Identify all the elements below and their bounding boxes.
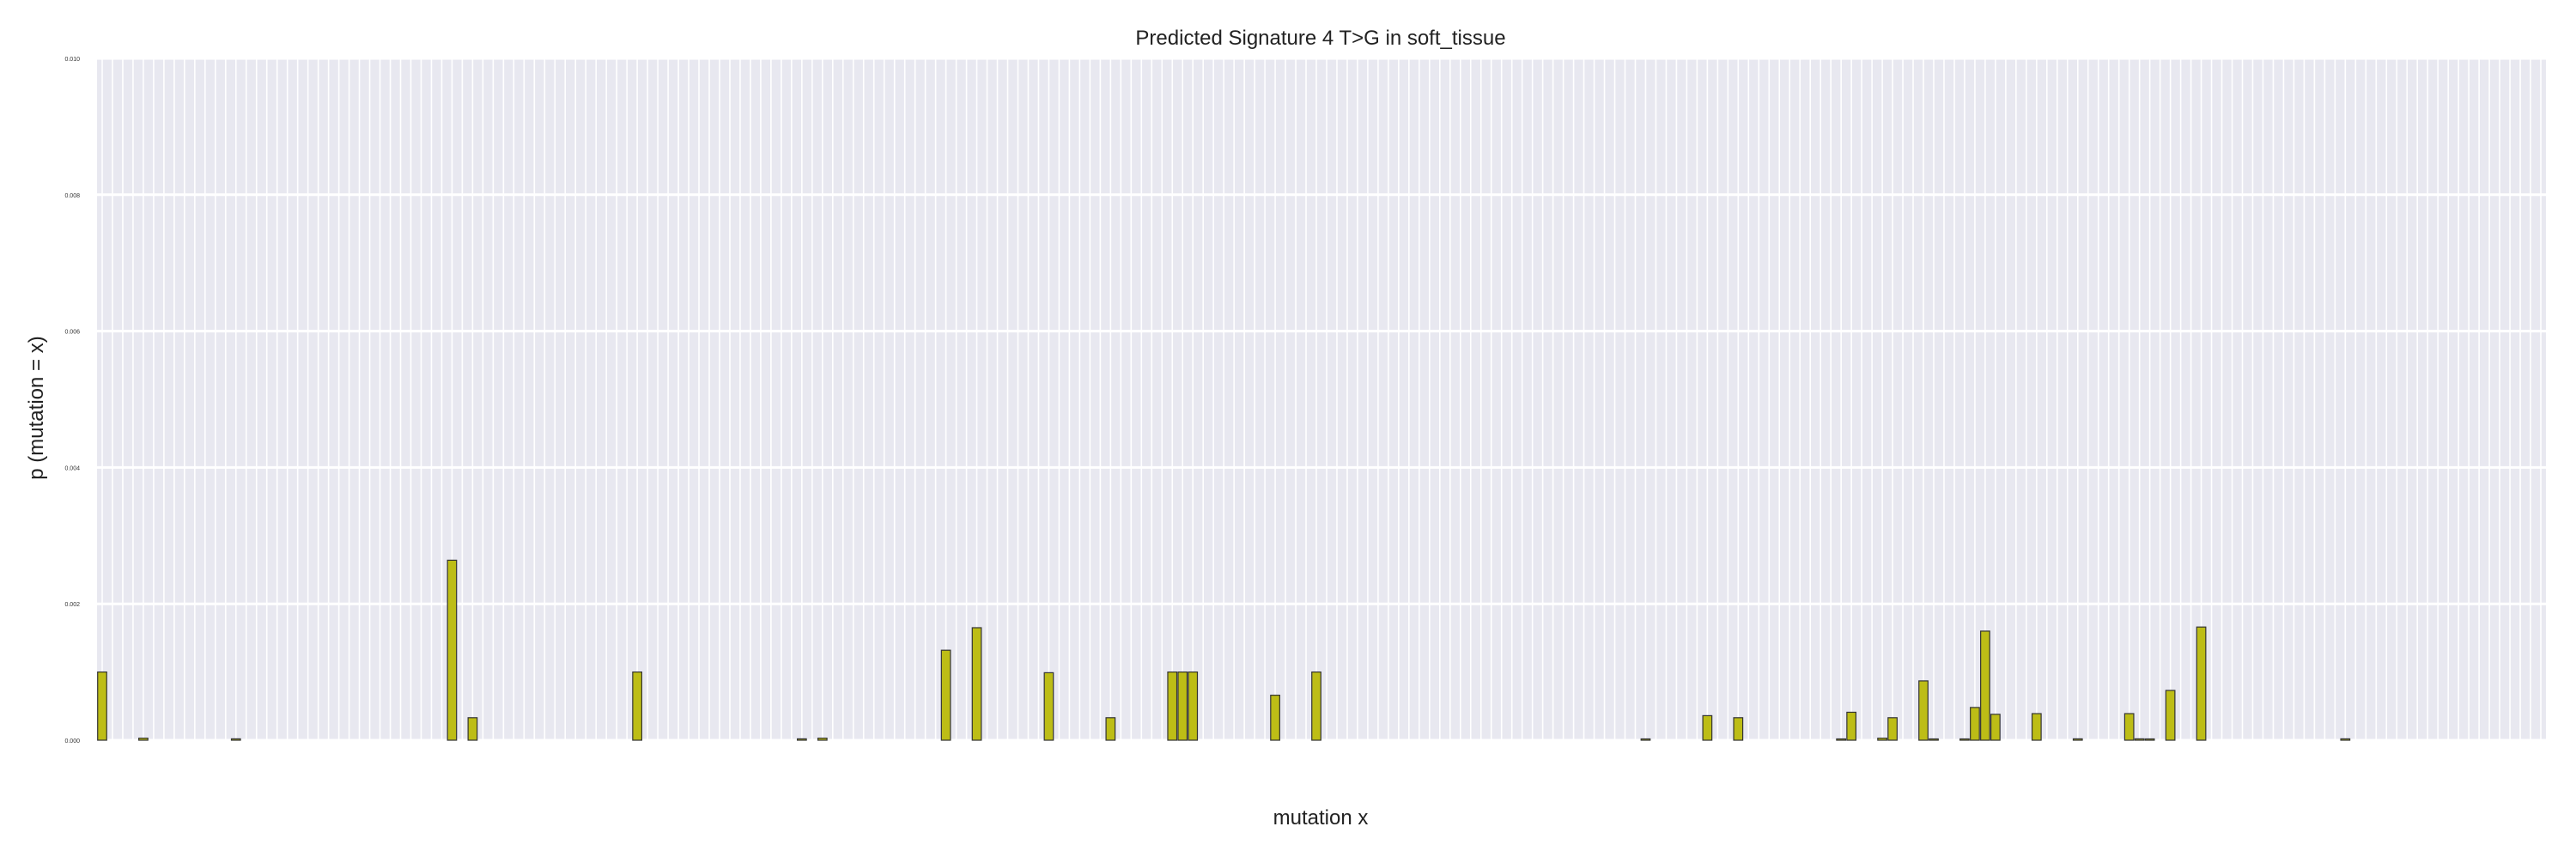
bar xyxy=(1311,671,1321,741)
bar xyxy=(1177,671,1188,741)
x-axis-label: mutation x xyxy=(1273,806,1369,830)
bar xyxy=(2165,690,2176,741)
bar xyxy=(1970,707,1980,741)
bar xyxy=(2134,738,2145,741)
y-tick-label: 0.008 xyxy=(64,193,80,199)
bar xyxy=(138,738,149,741)
bar xyxy=(971,627,982,741)
bar xyxy=(1980,630,1990,741)
y-axis-label: p (mutation = x) xyxy=(25,336,48,479)
bar xyxy=(2196,626,2207,741)
bar xyxy=(1887,717,1898,741)
bar xyxy=(1959,738,1970,741)
bar xyxy=(230,738,241,741)
y-tick-label: 0.010 xyxy=(64,57,80,63)
bar xyxy=(632,671,642,741)
bar xyxy=(1640,738,1651,741)
bar xyxy=(2123,713,2135,741)
bar xyxy=(2031,713,2042,741)
bar xyxy=(1929,738,1939,741)
bar xyxy=(796,738,807,741)
bar xyxy=(97,671,107,741)
bar xyxy=(447,559,458,741)
bar xyxy=(1733,717,1744,741)
y-tick-label: 0.000 xyxy=(64,738,80,744)
y-tick-labels: 0.000 0.002 0.004 0.006 0.008 0.010 xyxy=(64,57,80,744)
bar xyxy=(1270,694,1280,741)
bar xyxy=(1918,680,1929,741)
plot-background xyxy=(97,58,2546,740)
bar xyxy=(467,717,478,741)
bar xyxy=(1105,717,1116,741)
y-tick-label: 0.002 xyxy=(64,602,80,608)
bar xyxy=(1167,671,1178,741)
bar xyxy=(1043,672,1054,741)
bar xyxy=(1702,714,1713,741)
y-tick-label: 0.006 xyxy=(64,330,80,336)
bar xyxy=(817,738,828,741)
bar xyxy=(2144,738,2155,741)
bar xyxy=(1877,738,1887,741)
grid-layer xyxy=(97,57,2546,742)
chart-title: Predicted Signature 4 T>G in soft_tissue xyxy=(1135,27,1505,50)
bar xyxy=(940,649,951,741)
bar xyxy=(2072,738,2083,741)
bar xyxy=(1990,714,2001,741)
y-tick-label: 0.004 xyxy=(64,465,80,471)
bar xyxy=(1188,671,1199,741)
bar xyxy=(2340,738,2351,741)
bar xyxy=(1836,738,1847,741)
bar-layer xyxy=(97,559,2351,741)
bar xyxy=(1846,711,1857,741)
